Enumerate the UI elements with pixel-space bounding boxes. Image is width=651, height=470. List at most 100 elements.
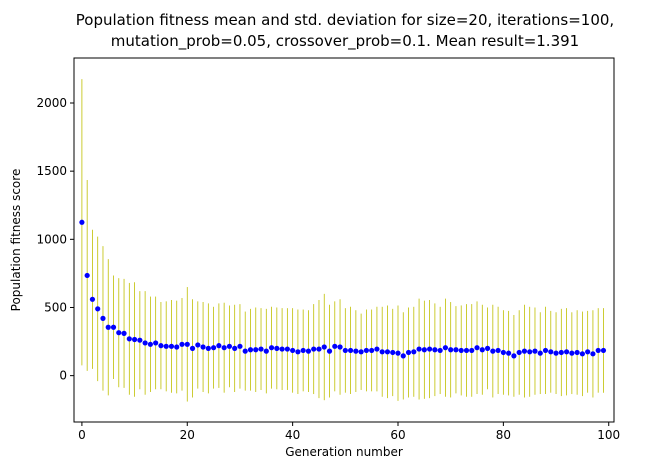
mean-point xyxy=(263,348,269,354)
mean-point xyxy=(484,345,491,351)
mean-point xyxy=(226,343,233,349)
mean-point xyxy=(105,324,111,330)
mean-point xyxy=(532,348,538,354)
mean-point xyxy=(416,346,422,352)
mean-point xyxy=(205,345,211,351)
mean-point xyxy=(332,343,338,349)
mean-point xyxy=(163,343,169,349)
mean-point xyxy=(569,350,575,356)
mean-point xyxy=(469,347,475,354)
mean-point xyxy=(290,347,296,354)
mean-point xyxy=(110,324,117,330)
mean-point xyxy=(421,347,427,353)
mean-point xyxy=(100,315,106,321)
mean-point xyxy=(137,337,143,343)
mean-point xyxy=(295,349,301,355)
mean-point xyxy=(500,349,506,356)
mean-point xyxy=(453,347,459,353)
mean-point xyxy=(516,349,522,356)
mean-point xyxy=(179,341,185,347)
mean-point xyxy=(84,272,90,279)
mean-point xyxy=(479,347,485,353)
y-tick-label: 1000 xyxy=(36,232,67,246)
mean-point xyxy=(490,348,496,354)
x-tick-label: 60 xyxy=(390,428,405,442)
mean-point xyxy=(358,349,364,355)
mean-point xyxy=(542,347,549,354)
mean-point xyxy=(390,349,396,356)
mean-point xyxy=(195,342,201,348)
mean-point xyxy=(79,219,85,225)
mean-point xyxy=(232,345,238,351)
mean-point xyxy=(200,344,206,350)
mean-point xyxy=(374,346,380,352)
mean-point xyxy=(337,344,343,350)
mean-point xyxy=(369,347,375,354)
mean-point xyxy=(458,347,464,354)
mean-point xyxy=(153,340,159,346)
x-tick-label: 20 xyxy=(180,428,195,442)
mean-points xyxy=(79,219,607,359)
y-tick-label: 2000 xyxy=(36,96,67,110)
mean-point xyxy=(142,340,148,346)
mean-point xyxy=(89,296,96,302)
mean-point xyxy=(242,348,248,354)
mean-point xyxy=(411,349,417,355)
mean-point xyxy=(300,347,306,354)
mean-point xyxy=(189,345,196,351)
mean-point xyxy=(237,343,243,349)
y-tick-label: 1500 xyxy=(36,164,67,178)
mean-point xyxy=(521,348,528,354)
x-axis: 0 20 40 60 80 100 xyxy=(78,422,620,442)
mean-point xyxy=(474,345,480,351)
mean-point xyxy=(95,306,101,312)
x-tick-label: 0 xyxy=(78,428,86,442)
mean-point xyxy=(442,345,449,351)
chart-title-line-2: mutation_prob=0.05, crossover_prob=0.1. … xyxy=(111,32,579,51)
mean-point xyxy=(427,346,433,352)
mean-point xyxy=(495,347,501,354)
mean-point xyxy=(384,349,391,355)
y-tick-label: 500 xyxy=(44,300,67,314)
mean-point xyxy=(363,347,369,354)
mean-point xyxy=(211,345,217,351)
mean-point xyxy=(511,353,517,359)
x-tick-label: 40 xyxy=(285,428,300,442)
plot-frame xyxy=(73,57,615,423)
mean-point xyxy=(527,349,533,355)
mean-point xyxy=(147,341,153,347)
mean-point xyxy=(221,345,227,351)
mean-point xyxy=(595,347,601,354)
mean-point xyxy=(585,349,591,355)
mean-point xyxy=(184,341,190,347)
mean-point xyxy=(258,346,264,352)
mean-point xyxy=(274,345,280,351)
mean-point xyxy=(353,348,359,354)
mean-point xyxy=(553,350,559,356)
mean-point xyxy=(116,330,122,336)
mean-point xyxy=(311,346,317,352)
mean-point xyxy=(347,347,354,354)
mean-point xyxy=(121,330,127,336)
mean-point xyxy=(400,353,406,359)
mean-point xyxy=(395,350,401,356)
mean-point xyxy=(279,346,285,352)
mean-point xyxy=(174,344,180,350)
mean-point xyxy=(247,347,254,353)
mean-point xyxy=(268,345,275,351)
mean-point xyxy=(379,349,385,355)
mean-point xyxy=(437,347,443,354)
mean-point xyxy=(563,349,570,355)
x-tick-label: 80 xyxy=(496,428,511,442)
mean-point xyxy=(537,350,543,356)
mean-point xyxy=(131,336,138,343)
y-tick-label: 0 xyxy=(59,369,67,383)
y-axis-label: Population fitness score xyxy=(9,169,23,312)
chart-title-line-1: Population fitness mean and std. deviati… xyxy=(76,11,614,29)
mean-point xyxy=(326,348,333,354)
mean-point xyxy=(321,344,327,350)
mean-point xyxy=(506,350,512,356)
mean-point xyxy=(579,351,585,357)
mean-point xyxy=(405,349,412,356)
